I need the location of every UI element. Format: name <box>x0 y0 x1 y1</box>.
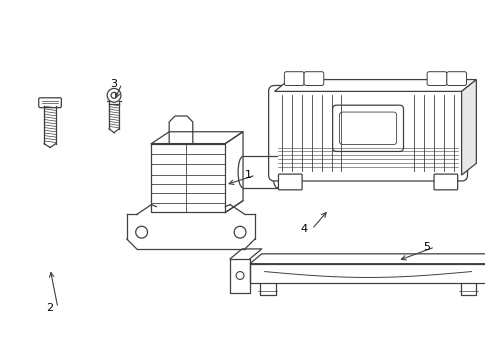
Polygon shape <box>274 80 475 91</box>
Text: 4: 4 <box>300 224 307 234</box>
Circle shape <box>111 93 117 98</box>
FancyBboxPatch shape <box>39 98 61 108</box>
Text: 3: 3 <box>110 78 117 89</box>
Circle shape <box>136 226 147 238</box>
FancyBboxPatch shape <box>446 72 466 85</box>
Polygon shape <box>461 80 475 175</box>
FancyBboxPatch shape <box>426 72 446 85</box>
Text: 2: 2 <box>46 303 54 313</box>
Circle shape <box>107 89 121 102</box>
FancyBboxPatch shape <box>304 72 323 85</box>
Text: 5: 5 <box>423 242 430 252</box>
Polygon shape <box>485 254 488 283</box>
FancyBboxPatch shape <box>268 85 467 181</box>
FancyBboxPatch shape <box>278 174 302 190</box>
Circle shape <box>234 226 245 238</box>
Circle shape <box>236 271 244 279</box>
FancyBboxPatch shape <box>284 72 304 85</box>
FancyBboxPatch shape <box>339 112 396 145</box>
Text: 1: 1 <box>244 170 251 180</box>
Ellipse shape <box>272 156 282 188</box>
FancyBboxPatch shape <box>433 174 457 190</box>
Polygon shape <box>249 254 488 264</box>
FancyBboxPatch shape <box>332 105 403 152</box>
